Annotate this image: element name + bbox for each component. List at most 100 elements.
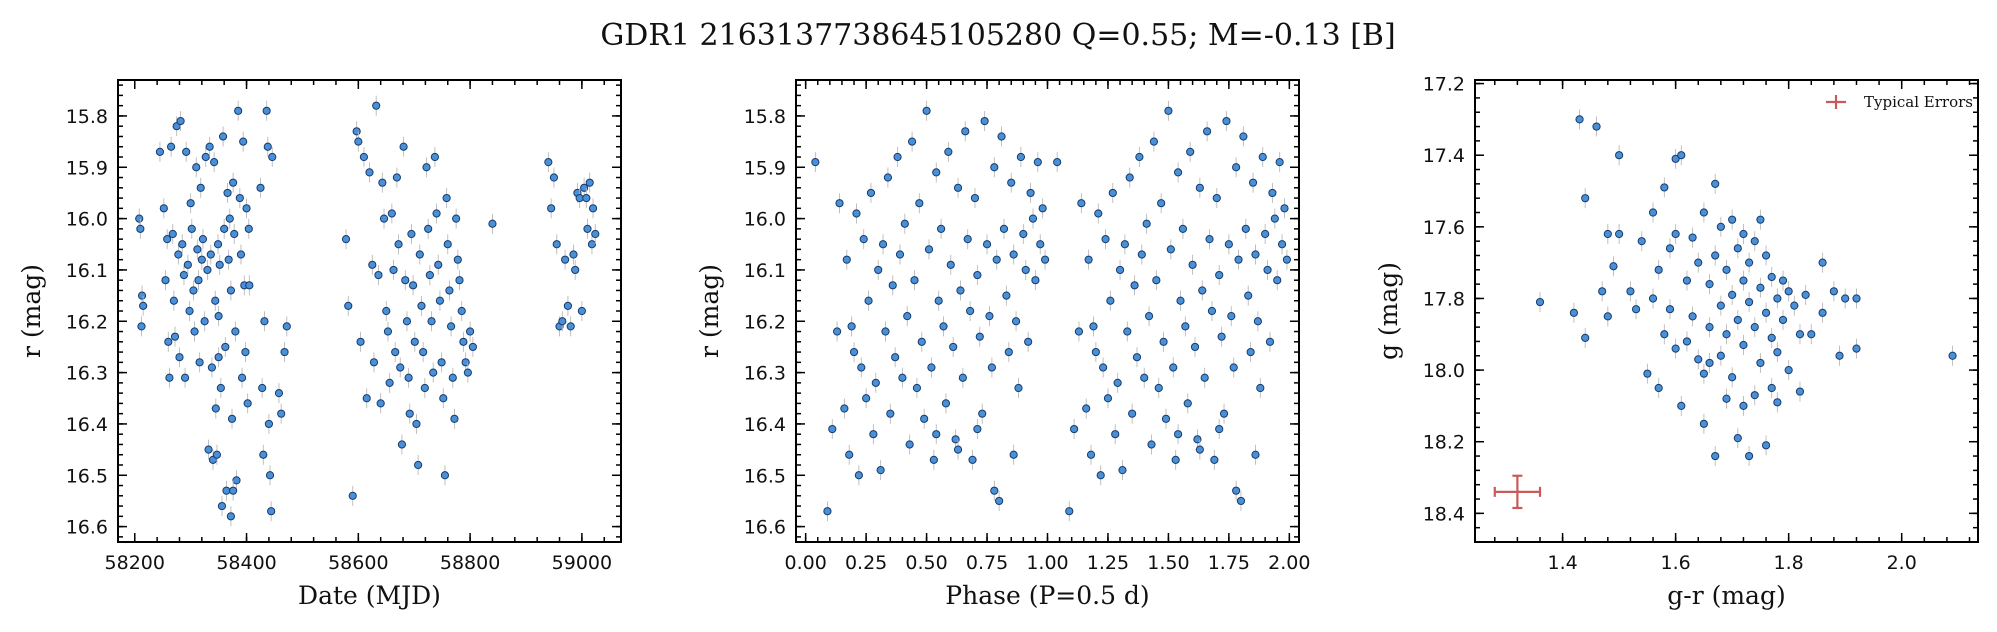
data-point — [452, 214, 461, 223]
data-point — [982, 240, 992, 249]
data-point — [401, 276, 410, 285]
data-point — [135, 214, 144, 223]
data-point — [379, 214, 389, 223]
data-point — [136, 224, 145, 233]
data-point — [566, 322, 575, 331]
data-point — [1190, 342, 1200, 352]
panel-phased-light-curve: 0.00 0.25 0.50 0.75 1.00 1.25 1.50 1.75 2.00 15.8… — [695, 79, 1310, 610]
data-point — [924, 245, 934, 254]
data-point — [893, 152, 902, 162]
data-point — [214, 353, 223, 362]
data-point — [178, 240, 187, 249]
y-tick-label: 16.5 — [744, 465, 786, 487]
data-point — [1251, 450, 1260, 459]
y-tick-label: 15.8 — [744, 106, 786, 128]
data-point — [1099, 363, 1108, 372]
data-point — [990, 163, 999, 172]
x-tick-label: 1.8 — [1774, 552, 1804, 574]
data-point — [1694, 355, 1703, 364]
data-point — [442, 193, 451, 203]
data-point — [1038, 204, 1047, 213]
data-point — [187, 224, 196, 233]
y-tick-label: 16.6 — [66, 517, 108, 539]
y-tick-label: 18.2 — [1423, 432, 1465, 454]
data-point — [1033, 158, 1042, 167]
data-point — [245, 281, 254, 290]
axes-frame — [1474, 79, 1979, 543]
x-tick-label: 1.6 — [1661, 552, 1691, 574]
data-point — [997, 132, 1006, 141]
data-point — [1074, 327, 1084, 336]
data-point — [234, 106, 243, 115]
data-point — [1705, 280, 1714, 289]
data-point — [1790, 301, 1799, 310]
data-point — [165, 373, 174, 382]
data-point — [922, 106, 931, 115]
data-point — [1654, 265, 1663, 274]
data-point — [561, 255, 570, 264]
data-point — [1200, 373, 1209, 382]
data-point — [211, 404, 220, 413]
data-point — [180, 373, 190, 382]
data-point — [224, 255, 233, 264]
data-point — [1011, 317, 1021, 326]
data-point — [232, 476, 241, 485]
axes-frame — [795, 79, 1300, 543]
data-point — [871, 378, 880, 387]
data-point — [179, 270, 189, 280]
data-point — [1750, 391, 1759, 400]
y-tick-label: 18.0 — [1423, 360, 1465, 382]
data-point — [823, 507, 832, 516]
data-point — [582, 193, 591, 203]
data-point — [407, 229, 416, 239]
data-point — [1106, 296, 1115, 305]
data-point — [405, 409, 414, 418]
data-point — [1603, 312, 1612, 321]
data-point — [1125, 173, 1134, 182]
data-point — [1677, 151, 1686, 160]
y-tick-label: 16.3 — [744, 363, 786, 385]
data-point — [558, 317, 567, 326]
data-point — [267, 507, 276, 516]
data-point — [1077, 199, 1086, 208]
data-point — [410, 337, 419, 346]
data-point — [1728, 290, 1737, 299]
data-point — [374, 270, 383, 280]
data-point — [970, 193, 980, 203]
data-point — [241, 347, 250, 357]
data-point — [1014, 383, 1023, 393]
data-point — [1219, 409, 1229, 418]
data-point — [1217, 332, 1226, 341]
data-point — [382, 306, 391, 316]
data-point — [1207, 306, 1217, 316]
data-point — [544, 158, 553, 167]
data-point — [344, 301, 353, 310]
data-point — [1253, 317, 1262, 326]
data-point — [212, 450, 222, 459]
data-point — [840, 404, 849, 413]
data-point — [583, 224, 592, 233]
data-point — [397, 440, 407, 449]
data-point — [1273, 276, 1282, 285]
data-point — [1166, 245, 1175, 254]
data-point — [1773, 398, 1782, 407]
data-point — [563, 301, 573, 310]
data-point — [1801, 290, 1810, 299]
y-tick-label: 16.0 — [744, 209, 786, 231]
data-point — [230, 229, 239, 239]
data-point — [1198, 286, 1207, 295]
data-point — [239, 137, 248, 146]
data-point — [1739, 340, 1748, 350]
data-point — [1147, 440, 1156, 449]
data-point — [1581, 333, 1590, 342]
data-point — [1086, 450, 1096, 459]
data-point — [978, 409, 987, 418]
data-point — [183, 260, 192, 269]
data-point — [175, 353, 184, 362]
data-point — [1176, 296, 1185, 305]
data-point — [1767, 383, 1776, 393]
data-point — [849, 347, 859, 357]
data-point — [1745, 258, 1754, 267]
data-point — [1615, 229, 1624, 239]
data-point — [1699, 208, 1708, 217]
